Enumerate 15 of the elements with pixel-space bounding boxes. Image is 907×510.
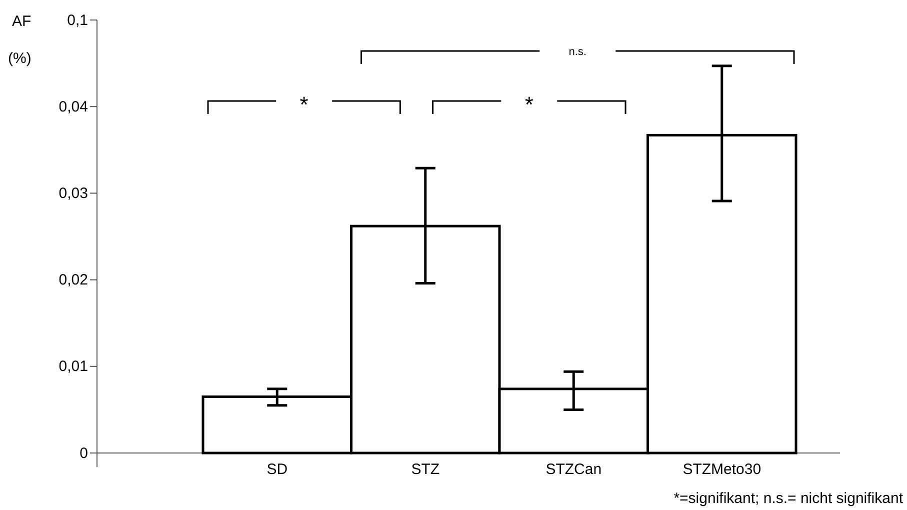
y-tick-label: 0,03	[58, 185, 88, 202]
annotation: *	[300, 92, 309, 117]
y-tick-label: 0,01	[58, 358, 88, 376]
y-tick-label: 0	[80, 444, 88, 462]
annotation: n.s.	[568, 46, 586, 58]
text: *=signifikant; n.s.= nicht signifikant	[674, 490, 904, 507]
x-tick-label: SD	[266, 461, 288, 478]
y-tick-label: 0,04	[58, 98, 88, 116]
x-tick-label: STZ	[411, 461, 440, 478]
x-tick-label: STZMeto30	[682, 461, 762, 478]
annotation: *	[524, 92, 534, 117]
y-tick-label: 0,1	[67, 12, 88, 29]
y-tick-label: 0,02	[58, 272, 88, 289]
x-tick-label: STZCan	[546, 461, 602, 478]
text: AF (%)	[8, 13, 32, 67]
